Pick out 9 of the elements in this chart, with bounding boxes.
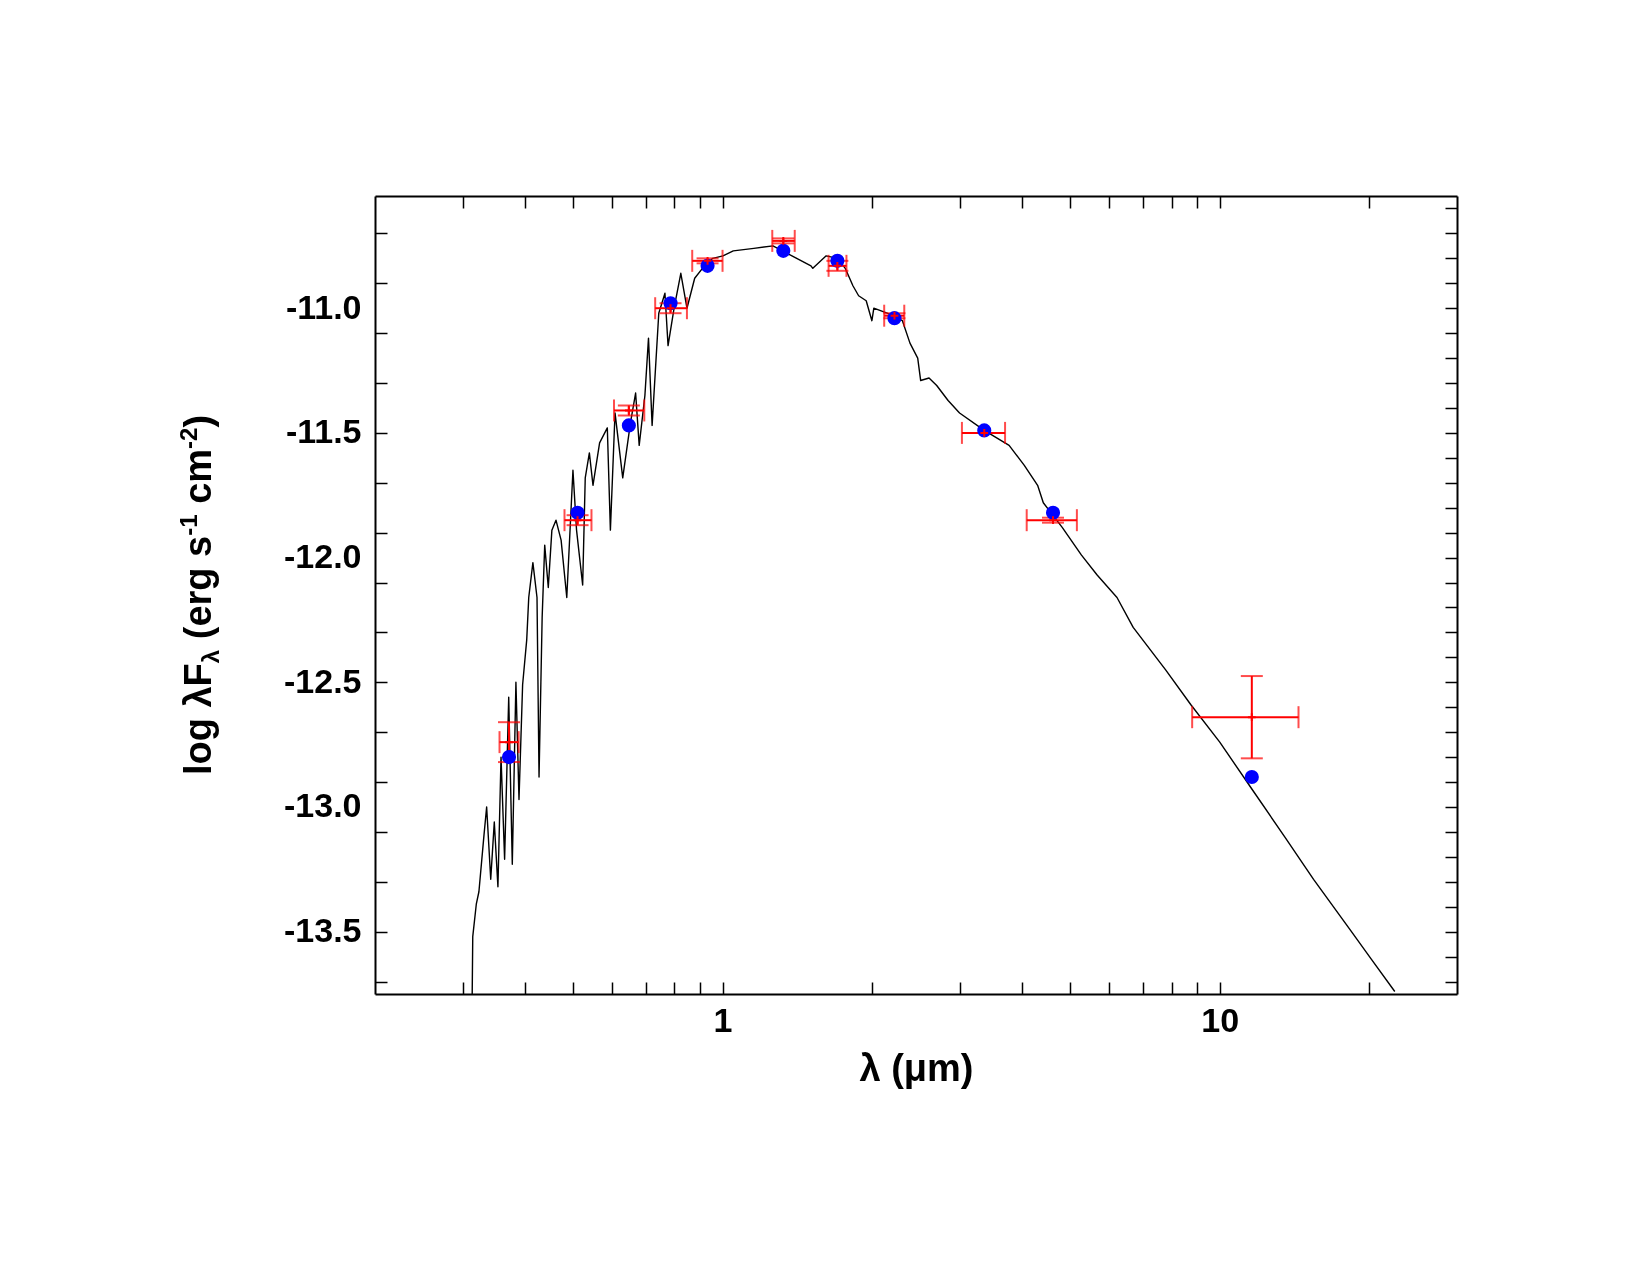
y-tick-label: -11.0 [285,287,362,326]
x-tick-label: 10 [1201,1000,1240,1039]
y-tick-label: -11.5 [285,412,362,451]
y-tick-label: -12.5 [284,661,362,700]
y-tick-label: -13.5 [284,911,362,950]
x-tick-label: 1 [713,1000,733,1039]
y-tick-label: -13.0 [284,786,362,825]
x-axis-title: λ (μm) [859,1046,974,1089]
y-tick-label: -12.0 [284,537,362,576]
